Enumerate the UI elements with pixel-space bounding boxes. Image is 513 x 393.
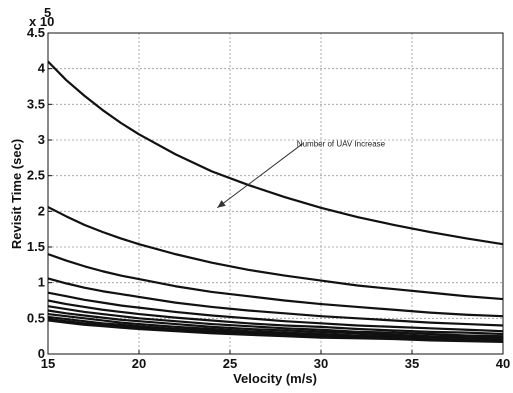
- y-tick-label-5: 2.5: [27, 168, 45, 183]
- annotation-arrow-line: [216, 143, 304, 209]
- series-line-6: [47, 299, 504, 336]
- series-line-4: [47, 277, 504, 327]
- y-multiplier-exponent: 5: [44, 5, 51, 20]
- series-line-12: [47, 319, 504, 343]
- x-tick-label-3: 30: [314, 356, 328, 371]
- y-tick-label-4: 2: [38, 203, 45, 218]
- y-tick-label-0: 0: [38, 346, 45, 361]
- series-line-3: [47, 253, 504, 318]
- annotation-arrow-head: [217, 200, 226, 208]
- y-tick-label-3: 1.5: [27, 239, 45, 254]
- annotation-text: Number of UAV Increase: [297, 140, 386, 149]
- series-line-7: [47, 305, 504, 338]
- y-tick-label-9: 4.5: [27, 25, 45, 40]
- x-tick-label-2: 25: [223, 356, 237, 371]
- y-tick-label-1: 0.5: [27, 310, 45, 325]
- y-multiplier-label: x 10: [29, 14, 54, 29]
- x-tick-label-4: 35: [405, 356, 419, 371]
- y-axis-title: Revisit Time (sec): [9, 139, 24, 249]
- series-line-5: [47, 291, 504, 333]
- ticks: 15 20 25 30 35 40 0 0.5 1 1.5 2 2.5 3 3.5 4 4.5: [27, 25, 510, 371]
- y-tick-label-6: 3: [38, 132, 45, 147]
- plot-frame: [47, 32, 504, 355]
- x-tick-label-1: 20: [132, 356, 146, 371]
- x-tick-label-5: 40: [496, 356, 510, 371]
- x-tick-label-0: 15: [41, 356, 55, 371]
- y-tick-label-2: 1: [38, 275, 45, 290]
- x-axis-title: Velocity (m/s): [233, 371, 317, 386]
- y-tick-label-7: 3.5: [27, 96, 45, 111]
- y-tick-label-8: 4: [38, 61, 46, 76]
- series-group: [47, 60, 504, 343]
- series-line-8: [47, 309, 504, 339]
- annotation: Number of UAV Increase: [216, 140, 386, 209]
- series-line-2: [47, 206, 504, 301]
- series-line-1: [47, 60, 504, 246]
